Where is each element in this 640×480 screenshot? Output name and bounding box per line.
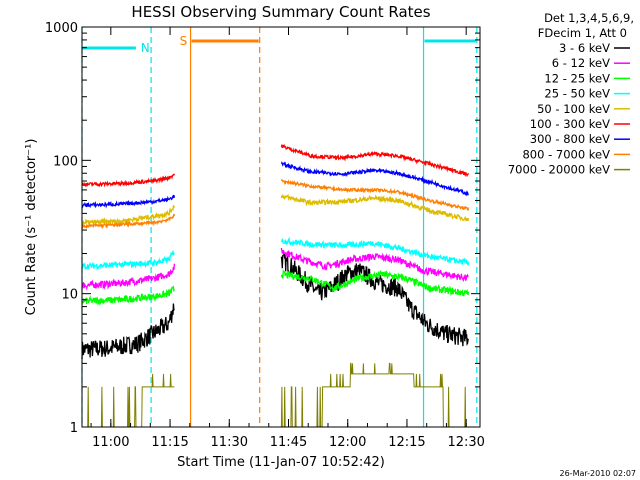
series-line-5-seg2 bbox=[280, 144, 470, 178]
x-tick-label-1: 11:15 bbox=[151, 435, 188, 450]
series-line-5-seg1 bbox=[81, 173, 175, 188]
series-line-7-seg1 bbox=[81, 213, 176, 230]
series-line-0-seg1 bbox=[81, 303, 175, 360]
y-tick-label-1: 10 bbox=[61, 288, 78, 303]
x-axis-label: Start Time (11-Jan-07 10:52:42) bbox=[177, 455, 385, 470]
legend-label-0: 3 - 6 keV bbox=[559, 41, 610, 55]
series-line-2-seg1 bbox=[81, 285, 175, 306]
legend-header-line-2: FDecim 1, Att 0 bbox=[538, 26, 627, 40]
legend-label-3: 25 - 50 keV bbox=[544, 87, 610, 101]
series-line-1-seg1 bbox=[81, 263, 176, 291]
plot-frame bbox=[81, 26, 481, 428]
legend-label-4: 50 - 100 keV bbox=[537, 102, 610, 116]
y-tick-label-3: 1000 bbox=[45, 21, 78, 36]
series-line-7-seg2 bbox=[280, 178, 470, 212]
x-tick-label-6: 12:30 bbox=[447, 435, 484, 450]
chart-title: HESSI Observing Summary Count Rates bbox=[131, 3, 430, 21]
legend-label-2: 12 - 25 keV bbox=[544, 71, 610, 85]
legend-label-7: 800 - 7000 keV bbox=[522, 147, 610, 161]
x-tick-label-0: 11:00 bbox=[92, 435, 129, 450]
legend-label-8: 7000 - 20000 keV bbox=[508, 163, 610, 177]
legend-label-1: 6 - 12 keV bbox=[552, 56, 610, 70]
x-tick-label-3: 11:45 bbox=[270, 435, 307, 450]
series-line-4-seg2 bbox=[280, 193, 470, 222]
x-tick-label-4: 12:00 bbox=[329, 435, 366, 450]
series-line-8-seg1 bbox=[82, 373, 175, 428]
legend-label-5: 100 - 300 keV bbox=[530, 117, 610, 131]
series-line-6-seg2 bbox=[280, 161, 469, 197]
series-line-3-seg1 bbox=[81, 249, 175, 272]
series-line-6-seg1 bbox=[81, 194, 176, 209]
x-tick-label-2: 11:30 bbox=[211, 435, 248, 450]
series-line-2-seg2 bbox=[280, 268, 470, 298]
series-line-1-seg2 bbox=[280, 247, 469, 283]
series-line-3-seg2 bbox=[280, 236, 470, 266]
marker-label-0: N bbox=[141, 41, 150, 55]
series-line-4-seg1 bbox=[81, 205, 176, 226]
footnote: 26-Mar-2010 02:07 bbox=[560, 469, 637, 478]
legend-header-line-1: Det 1,3,4,5,6,9, bbox=[544, 11, 634, 25]
axis-ticks: 11:00 11:15 11:30 11:45 12:00 12:15 12:30 1 10 10… bbox=[45, 21, 485, 450]
y-axis-label: Count Rate (s⁻¹ detector⁻¹) bbox=[24, 139, 39, 316]
x-tick-label-5: 12:15 bbox=[388, 435, 425, 450]
y-tick-label-2: 100 bbox=[53, 154, 78, 169]
series-line-0-seg2 bbox=[280, 252, 469, 347]
legend: Det 1,3,4,5,6,9, FDecim 1, Att 0 3 - 6 k… bbox=[508, 11, 634, 177]
y-tick-label-0: 1 bbox=[70, 421, 78, 436]
legend-label-6: 300 - 800 keV bbox=[530, 132, 610, 146]
marker-label-1: S bbox=[180, 34, 188, 48]
series-line-8-seg2 bbox=[280, 362, 469, 428]
